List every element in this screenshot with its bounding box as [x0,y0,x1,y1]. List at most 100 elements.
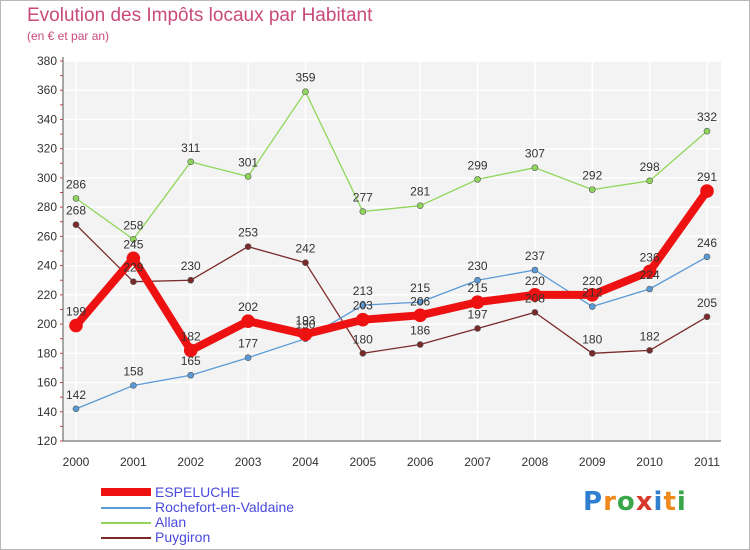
data-point-rochefort-en-valdaine [703,253,711,261]
legend: ESPELUCHE Rochefort-en-Valdaine Allan Puygi… [101,485,361,545]
legend-swatch [101,488,151,496]
y-tick-label: 180 [37,346,57,360]
chart-title: Evolution des Impôts locaux par Habitant [27,5,373,26]
plot-area [63,61,721,441]
data-label-allan: 359 [295,71,315,85]
data-label-allan: 299 [468,158,488,172]
data-point-puygiron [416,341,424,348]
data-point-rochefort-en-valdaine [244,354,252,361]
data-label-allan: 332 [697,110,717,124]
data-label-allan: 311 [181,141,200,155]
data-point-espeluche [126,251,141,266]
data-label-puygiron: 208 [525,291,545,305]
y-tick-label: 160 [37,376,57,390]
y-tick-label: 200 [37,317,57,331]
logo-letter: i [676,487,687,517]
data-label-espeluche: 202 [238,300,258,314]
chart-subtitle: (en € et par an) [27,29,110,43]
y-tick-label: 240 [37,259,57,273]
logo-letter: i [653,487,664,517]
y-tick-label: 340 [37,112,57,126]
data-point-puygiron [703,313,711,321]
data-label-rochefort-en-valdaine: 224 [640,268,660,282]
data-label-espeluche: 203 [353,299,373,313]
y-tick-label: 320 [37,142,57,156]
data-label-puygiron: 242 [295,242,315,256]
x-tick-label: 2002 [177,455,204,469]
data-label-allan: 301 [238,155,258,169]
x-tick-label: 2004 [292,455,319,469]
x-tick-label: 2000 [63,455,90,469]
x-tick-label: 2005 [349,455,376,469]
data-point-allan [588,186,596,193]
logo-letter: t [663,487,677,517]
data-point-allan [646,177,653,185]
data-label-espeluche: 291 [697,170,717,184]
data-point-espeluche [241,314,255,328]
data-label-rochefort-en-valdaine: 165 [181,354,201,368]
logo-letter: x [635,487,654,517]
series-line-espeluche [72,188,711,355]
y-tick-label: 220 [37,288,57,302]
data-label-espeluche: 193 [295,313,315,327]
data-point-rochefort-en-valdaine [531,266,539,274]
x-tick-label: 2007 [464,455,491,469]
data-label-espeluche: 245 [123,237,143,251]
data-point-espeluche [413,308,427,323]
x-tick-label: 2008 [522,455,549,469]
data-label-rochefort-en-valdaine: 230 [468,259,488,273]
legend-swatch [101,507,151,509]
data-point-allan [187,158,195,166]
data-point-allan [359,208,367,215]
data-label-puygiron: 253 [238,226,258,240]
data-point-espeluche [585,288,600,302]
y-tick-label: 120 [37,434,57,448]
data-label-puygiron: 205 [697,296,717,310]
x-tick-label: 2010 [636,455,663,469]
legend-label: ESPELUCHE [155,484,240,500]
data-point-puygiron [646,347,653,354]
x-tick-label: 2001 [120,455,147,469]
data-point-puygiron [359,350,367,357]
data-label-espeluche: 220 [582,274,602,288]
data-point-rochefort-en-valdaine [130,382,137,389]
data-label-allan: 281 [410,185,430,199]
data-point-puygiron [72,221,80,228]
data-label-allan: 307 [525,147,545,161]
data-label-espeluche: 236 [640,250,660,264]
data-point-rochefort-en-valdaine [588,303,596,310]
data-point-puygiron [244,243,252,250]
data-point-rochefort-en-valdaine [359,301,367,309]
legend-item: ESPELUCHE [101,485,361,500]
series-line-allan [75,91,708,240]
data-label-rochefort-en-valdaine: 213 [353,284,373,298]
data-point-puygiron [302,259,309,266]
data-point-allan [703,127,711,135]
data-label-allan: 292 [582,169,602,183]
data-label-rochefort-en-valdaine: 190 [295,318,315,332]
data-label-rochefort-en-valdaine: 246 [697,236,717,250]
x-tick-label: 2006 [407,455,434,469]
data-label-allan: 298 [640,160,660,174]
data-point-puygiron [588,350,596,357]
data-point-espeluche [356,312,370,327]
data-label-rochefort-en-valdaine: 237 [525,249,545,263]
logo-letter: o [616,487,636,517]
data-point-allan [244,173,252,180]
data-point-allan [302,88,309,95]
data-label-rochefort-en-valdaine: 212 [582,286,602,300]
data-point-rochefort-en-valdaine [72,405,80,413]
data-point-espeluche [69,318,83,333]
x-tick-label: 2003 [235,455,262,469]
legend-label: Rochefort-en-Valdaine [155,499,295,515]
data-label-allan: 277 [353,191,373,205]
legend-label: Allan [155,514,187,530]
data-label-puygiron: 197 [468,307,488,321]
data-label-espeluche: 182 [181,329,201,343]
data-point-espeluche [183,343,198,358]
legend-item: Puygiron [101,530,361,545]
data-label-espeluche: 206 [410,294,430,308]
y-tick-label: 260 [37,229,57,243]
y-tick-label: 140 [37,405,57,419]
